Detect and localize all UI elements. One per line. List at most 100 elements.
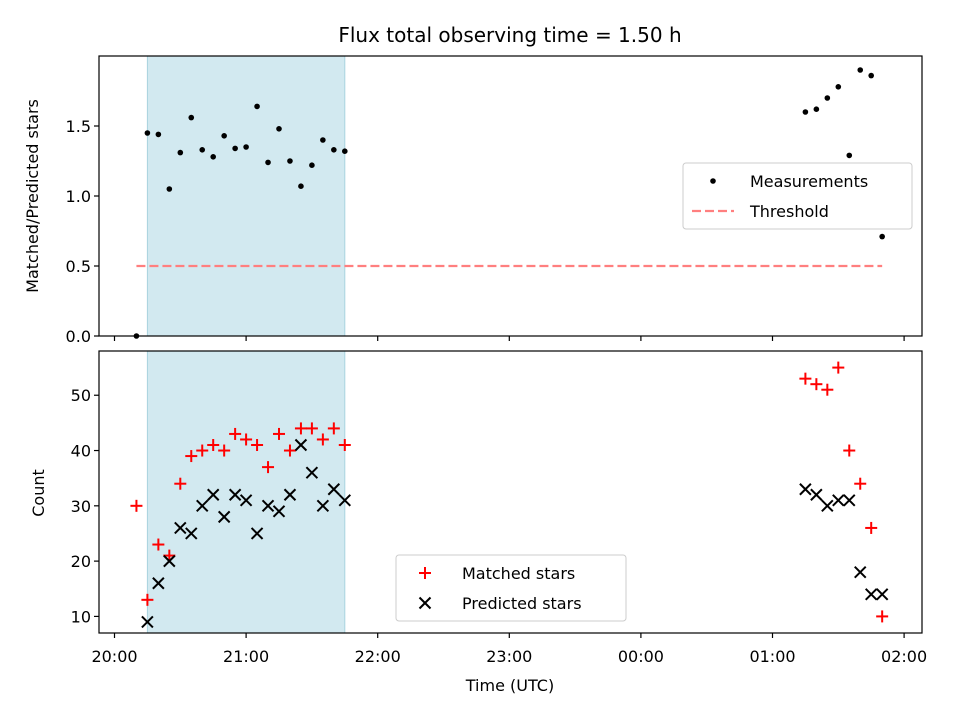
measurement-point xyxy=(813,106,820,112)
measurement-point xyxy=(265,159,271,166)
predicted-stars-point xyxy=(272,505,286,518)
predicted-stars-point xyxy=(327,483,341,496)
x-tick-label: 20:00 xyxy=(91,647,137,666)
bottom-data-marks xyxy=(130,361,889,629)
predicted-stars-point xyxy=(141,615,154,629)
top-axes-frame xyxy=(98,55,923,337)
predicted-stars-point xyxy=(174,521,187,535)
predicted-stars-point xyxy=(854,565,867,579)
matched-stars-point xyxy=(196,444,209,457)
predicted-stars-point xyxy=(305,466,319,479)
y-tick-label: 0.0 xyxy=(66,327,91,346)
matched-stars-point xyxy=(207,439,220,451)
top-data-marks xyxy=(133,67,885,339)
matched-stars-point xyxy=(240,433,253,446)
measurement-point xyxy=(166,186,173,192)
top-panel: 0.0 0.5 1.0 1.5 Matched/Predicted stars Mea… xyxy=(23,55,923,346)
measurement-point xyxy=(298,183,304,189)
predicted-stars-point xyxy=(228,488,242,501)
matched-stars-point xyxy=(262,461,275,474)
predicted-stars-point xyxy=(843,494,856,507)
matched-stars-point xyxy=(821,383,834,396)
matched-stars-point xyxy=(283,444,296,457)
matched-stars-point xyxy=(273,427,285,440)
matched-stars-point xyxy=(316,433,329,446)
measurement-point xyxy=(155,131,162,138)
measurement-point xyxy=(221,133,227,139)
matched-stars-point xyxy=(305,422,318,435)
top-axis-ticks: 0.0 0.5 1.0 1.5 xyxy=(66,117,905,346)
matched-stars-point xyxy=(327,422,340,435)
measurement-point xyxy=(210,154,216,160)
predicted-stars-point xyxy=(821,499,834,513)
bottom-axes-frame xyxy=(98,350,923,634)
matched-stars-point xyxy=(876,610,889,623)
predicted-stars-point xyxy=(316,499,330,513)
x-tick-label: 22:00 xyxy=(355,647,401,666)
predicted-stars-point xyxy=(250,527,264,540)
measurement-point xyxy=(879,233,885,240)
measurement-point xyxy=(199,147,206,153)
legend-measurements-marker xyxy=(710,178,716,184)
predicted-stars-point xyxy=(206,488,220,501)
matched-stars-point xyxy=(174,477,187,490)
y-tick-label: 40 xyxy=(71,442,91,461)
legend-measurements-label: Measurements xyxy=(750,172,868,191)
matched-stars-point xyxy=(152,538,165,551)
x-tick-label: 00:00 xyxy=(618,647,664,666)
matched-stars-point xyxy=(843,444,856,457)
legend-box xyxy=(682,162,913,230)
measurement-point xyxy=(320,137,326,143)
measurement-point xyxy=(243,144,249,150)
matched-stars-point xyxy=(185,450,198,463)
predicted-stars-point xyxy=(163,554,176,568)
measurement-point xyxy=(177,149,184,156)
predicted-stars-point xyxy=(185,527,198,540)
matched-stars-point xyxy=(229,427,242,440)
measurement-point xyxy=(342,148,348,154)
chart-title: Flux total observing time = 1.50 h xyxy=(338,23,681,47)
x-tick-label: 21:00 xyxy=(223,647,269,666)
measurement-point xyxy=(188,114,195,121)
top-legend: Measurements Threshold xyxy=(682,162,913,230)
measurement-point xyxy=(287,158,293,164)
x-tick-label: 01:00 xyxy=(749,647,795,666)
y-tick-label: 0.5 xyxy=(66,257,91,276)
y-tick-label: 1.5 xyxy=(66,117,91,136)
y-tick-label: 1.0 xyxy=(66,187,91,206)
predicted-stars-point xyxy=(338,494,352,507)
measurement-point xyxy=(254,103,260,110)
matched-stars-point xyxy=(251,439,264,451)
measurement-point xyxy=(846,152,853,159)
predicted-stars-point xyxy=(294,438,308,452)
matched-stars-point xyxy=(294,422,307,435)
measurement-point xyxy=(802,109,809,115)
y-tick-label: 30 xyxy=(71,497,91,516)
measurement-point xyxy=(331,147,337,153)
matched-stars-point xyxy=(854,477,867,490)
y-tick-label: 50 xyxy=(71,386,91,405)
predicted-stars-point xyxy=(810,488,823,501)
bottom-panel: 10 20 30 40 50 20:00 21:00 22:00 23:00 00:00 01:00… xyxy=(29,350,927,695)
predicted-stars-point xyxy=(799,483,812,496)
y-tick-label: 20 xyxy=(71,552,91,571)
measurement-point xyxy=(276,126,282,132)
observing-interval-shade-top xyxy=(146,55,346,337)
legend-matched-marker xyxy=(419,567,431,579)
matched-stars-point xyxy=(865,521,878,534)
measurement-point xyxy=(824,95,831,101)
predicted-stars-point xyxy=(239,494,253,507)
predicted-stars-point xyxy=(217,510,231,524)
matched-stars-point xyxy=(130,499,143,512)
y-tick-label: 10 xyxy=(71,607,91,626)
bottom-y-axis-label: Count xyxy=(29,469,48,517)
matched-stars-point xyxy=(832,361,845,374)
predicted-stars-point xyxy=(832,494,845,507)
matched-stars-point xyxy=(810,378,823,391)
measurement-point xyxy=(232,145,238,152)
x-axis-label: Time (UTC) xyxy=(465,676,554,695)
matched-stars-point xyxy=(338,439,351,451)
predicted-stars-point xyxy=(283,488,297,501)
measurement-point xyxy=(144,130,151,136)
